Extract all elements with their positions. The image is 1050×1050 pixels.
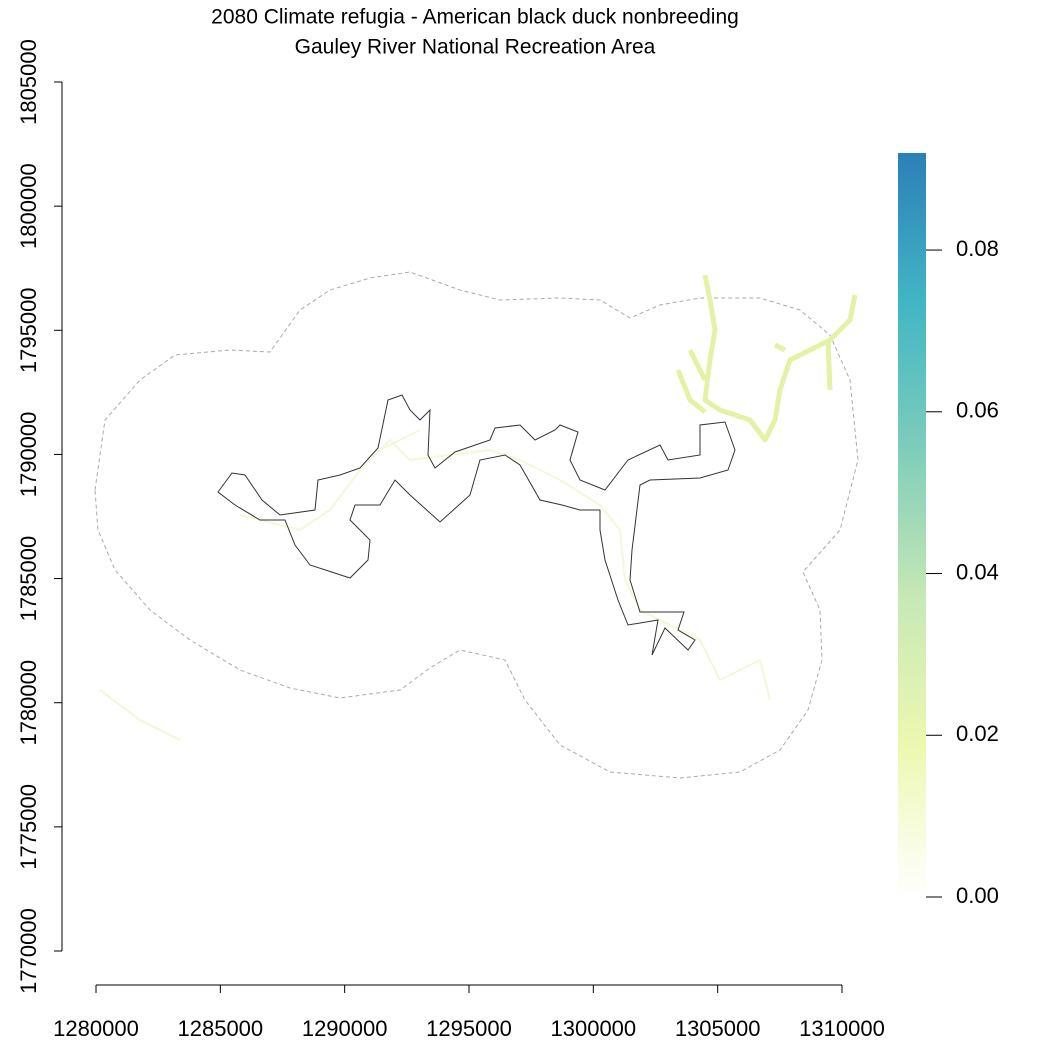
- map: [94, 271, 859, 779]
- y-tick-label: 1770000: [16, 908, 41, 994]
- x-tick-label: 1300000: [551, 1016, 637, 1041]
- x-tick-label: 1290000: [302, 1016, 388, 1041]
- buffer-outline: [94, 271, 859, 779]
- chart-title: 2080 Climate refugia - American black du…: [211, 6, 739, 29]
- x-tick-label: 1305000: [675, 1016, 761, 1041]
- river-branch: [675, 339, 833, 414]
- y-tick-label: 1785000: [16, 536, 41, 622]
- colorbar-tick-label: 0.00: [956, 883, 999, 908]
- x-tick-label: 1310000: [799, 1016, 885, 1041]
- chart-subtitle: Gauley River National Recreation Area: [295, 36, 656, 59]
- y-tick-label: 1795000: [16, 287, 41, 373]
- colorbar-tick-label: 0.08: [956, 236, 999, 261]
- y-tick-label: 1780000: [16, 660, 41, 746]
- y-tick-label: 1790000: [16, 412, 41, 498]
- x-tick-label: 1280000: [53, 1016, 139, 1041]
- colorbar-tick-label: 0.06: [956, 398, 999, 423]
- y-tick-label: 1775000: [16, 784, 41, 870]
- x-tick-label: 1295000: [426, 1016, 512, 1041]
- x-tick-label: 1285000: [178, 1016, 264, 1041]
- y-tick-label: 1805000: [16, 39, 41, 125]
- river-faint: [99, 429, 771, 741]
- colorbar-tick-label: 0.02: [956, 721, 999, 746]
- park-boundary: [217, 394, 736, 656]
- river: [702, 274, 858, 443]
- colorbar: [898, 153, 926, 897]
- y-tick-label: 1800000: [16, 163, 41, 249]
- colorbar-tick-label: 0.04: [956, 559, 999, 584]
